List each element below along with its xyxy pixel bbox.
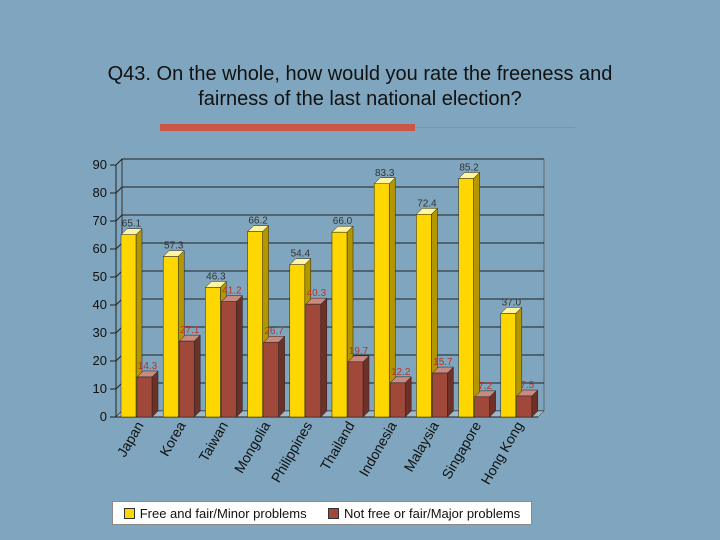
title-accent-line [415, 127, 575, 128]
y-gridline [115, 158, 544, 166]
legend-swatch-free [123, 507, 135, 519]
bar-free [162, 256, 179, 418]
bar-not-free-side [236, 295, 243, 418]
bar-free-value-label: 46.3 [206, 271, 226, 282]
bar-free [289, 264, 306, 418]
x-tick-label: Hong Kong [478, 419, 527, 488]
chart-title: Q43. On the whole, how would you rate th… [30, 62, 690, 112]
x-tick-label: Korea [156, 418, 189, 459]
bar-free-value-label: 83.3 [375, 168, 395, 179]
bar-free [331, 231, 348, 418]
y-tick-label: 40 [93, 297, 107, 312]
x-tick-label: Taiwan [195, 419, 231, 465]
bar-not-free-side [193, 334, 201, 418]
bar-free [247, 231, 263, 418]
bar-not-free-side [362, 355, 370, 418]
y-tick-label: 30 [93, 325, 107, 340]
bar-not-free-value-label: 27.1 [180, 325, 200, 336]
bar-free [205, 287, 221, 418]
bar-free-value-label: 37.0 [502, 297, 522, 308]
bar-not-free [136, 376, 153, 418]
bar-not-free [347, 361, 364, 418]
legend-item-not-free: Not free or fair/Major problems [328, 506, 520, 521]
bar-not-free [263, 341, 279, 418]
bar-not-free-value-label: 41.2 [222, 286, 242, 297]
bar-free-value-label: 72.4 [417, 198, 437, 209]
bar-not-free-side [404, 376, 412, 418]
y-tick-label: 80 [93, 185, 107, 200]
x-tick-label: Indonesia [356, 418, 400, 479]
y-tick-label: 20 [93, 353, 107, 368]
y-gridline [115, 214, 544, 222]
bar-free [416, 214, 432, 418]
bar-not-free [516, 395, 533, 418]
y-tick-label: 0 [100, 409, 107, 424]
bar-free-value-label: 85.2 [459, 162, 479, 173]
bar-not-free [305, 303, 322, 418]
y-tick-label: 60 [93, 241, 107, 256]
y-tick-label: 70 [93, 213, 107, 228]
legend-label-not-free: Not free or fair/Major problems [344, 505, 521, 521]
bar-free [373, 183, 390, 418]
x-tick-label: Japan [114, 419, 147, 460]
y-tick-label: 50 [93, 269, 107, 284]
bar-not-free-value-label: 14.3 [138, 361, 158, 372]
bar-not-free-side [278, 335, 285, 418]
bar-not-free [389, 382, 406, 418]
bar-not-free-value-label: 15.7 [433, 357, 453, 368]
bar-free-value-label: 57.3 [164, 241, 184, 252]
legend-swatch-not-free [328, 507, 340, 519]
bar-not-free-value-label: 26.7 [264, 326, 284, 337]
bar-not-free [432, 372, 448, 418]
bar-free [458, 178, 474, 418]
bar-not-free [178, 340, 195, 418]
bar-not-free-side [447, 366, 454, 418]
x-tick-label: Singapore [438, 418, 484, 481]
x-tick-label: Malaysia [401, 418, 443, 474]
legend-label-free: Free and fair/Minor problems [139, 505, 307, 521]
bar-free-value-label: 65.1 [122, 219, 142, 230]
title-accent-bar [160, 124, 415, 131]
bar-not-free [474, 396, 490, 418]
x-tick-label: Mongolia [231, 418, 273, 475]
y-gridline [115, 186, 544, 194]
legend: Free and fair/Minor problems Not free or… [112, 501, 532, 525]
y-tick-label: 90 [93, 157, 107, 172]
x-tick-label: Philippines [268, 419, 316, 486]
bar-not-free-side [151, 370, 159, 418]
bar-not-free-value-label: 7.2 [478, 381, 492, 392]
legend-item-free: Free and fair/Minor problems [123, 505, 307, 521]
bar-not-free-value-label: 7.5 [520, 380, 534, 391]
bar-free-value-label: 66.2 [248, 216, 268, 227]
title-line-1: Q43. On the whole, how would you rate th… [107, 63, 613, 85]
bar-not-free-value-label: 40.3 [307, 288, 327, 299]
x-tick-label: Thailand [317, 419, 358, 474]
y-tick-label: 10 [93, 381, 107, 396]
bar-free [500, 313, 517, 418]
bar-not-free-value-label: 12.2 [391, 367, 411, 378]
title-line-2: fairness of the last national election? [198, 88, 522, 110]
bar-not-free [221, 301, 237, 418]
bar-not-free-side [320, 297, 328, 418]
bar-free-value-label: 66.0 [333, 216, 353, 227]
bar-free [120, 234, 137, 418]
bar-not-free-value-label: 19.7 [349, 346, 369, 357]
bar-free-value-label: 54.4 [291, 249, 311, 260]
